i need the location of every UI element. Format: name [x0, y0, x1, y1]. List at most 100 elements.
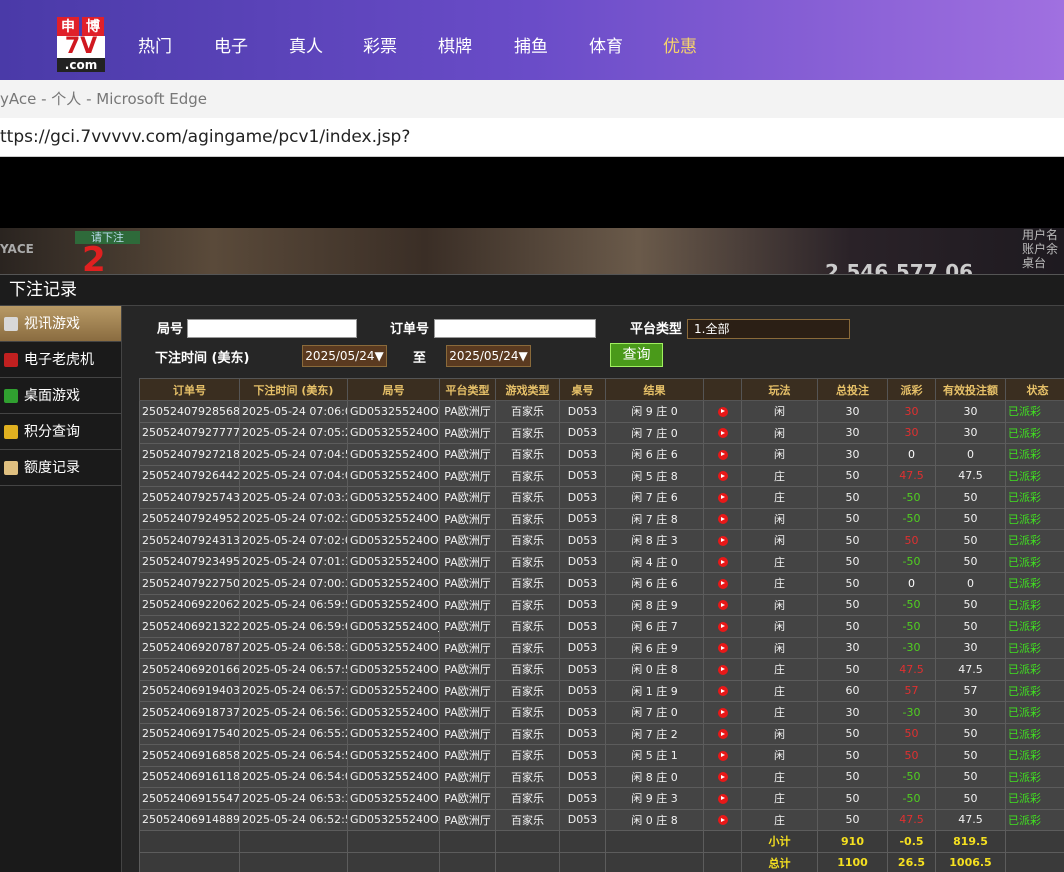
- replay-icon[interactable]: [717, 707, 728, 718]
- replay-cell: [703, 486, 742, 509]
- replay-icon[interactable]: [717, 772, 728, 783]
- replay-icon[interactable]: [717, 406, 728, 417]
- time-label: 下注时间 (美东): [155, 351, 250, 366]
- cell: [495, 830, 560, 853]
- cell: 百家乐: [495, 550, 560, 573]
- nav-item[interactable]: 优惠: [663, 37, 697, 57]
- replay-icon[interactable]: [717, 686, 728, 697]
- total-valid: 1006.5: [935, 851, 1006, 872]
- cell: 250524069168586: [139, 744, 240, 767]
- replay-icon[interactable]: [717, 664, 728, 675]
- cell: 30: [817, 701, 888, 724]
- cell: 250524079277779: [139, 421, 240, 444]
- sidebar-icon: [4, 353, 18, 367]
- nav-item[interactable]: 捕鱼: [514, 37, 548, 57]
- cell: D053: [559, 701, 606, 724]
- cell: GD053255240OQ: [347, 464, 440, 487]
- cell: PA欧洲厅: [439, 572, 496, 595]
- cell: 庄: [741, 486, 818, 509]
- cell: 百家乐: [495, 400, 560, 423]
- nav-item[interactable]: 真人: [289, 37, 323, 57]
- cell: -50: [887, 615, 936, 638]
- replay-cell: [703, 808, 742, 831]
- query-button[interactable]: 查询: [610, 343, 663, 367]
- replay-icon[interactable]: [717, 643, 728, 654]
- cell: [347, 851, 440, 872]
- cell: PA欧洲厅: [439, 529, 496, 552]
- cell: 庄: [741, 464, 818, 487]
- record-row: 250524069175409 2025-05-24 06:55:28 GD0532…: [139, 722, 1064, 745]
- cell: 已派彩: [1005, 507, 1064, 530]
- cell: 50: [817, 744, 888, 767]
- logo-mark: 7V: [57, 36, 105, 58]
- sidebar-item[interactable]: 额度记录: [0, 450, 121, 486]
- cell: 百家乐: [495, 572, 560, 595]
- replay-icon[interactable]: [717, 449, 728, 460]
- cell: D053: [559, 636, 606, 659]
- cell: 250524069213226: [139, 615, 240, 638]
- column-header: [703, 378, 742, 401]
- cell: GD053255240OA: [347, 808, 440, 831]
- cell: PA欧洲厅: [439, 701, 496, 724]
- replay-cell: [703, 550, 742, 573]
- cell: 2025-05-24 06:54:09: [239, 765, 348, 788]
- replay-icon[interactable]: [717, 578, 728, 589]
- cell: 庄: [741, 701, 818, 724]
- cell: 250524069175409: [139, 722, 240, 745]
- replay-icon[interactable]: [717, 729, 728, 740]
- order-label: 订单号: [390, 322, 430, 337]
- replay-cell: [703, 701, 742, 724]
- cell: D053: [559, 529, 606, 552]
- date-to[interactable]: 2025/05/24▼: [446, 345, 531, 367]
- cell: 百家乐: [495, 808, 560, 831]
- nav-item[interactable]: 彩票: [363, 37, 397, 57]
- cell: [1005, 830, 1064, 853]
- round-input[interactable]: [187, 319, 357, 338]
- replay-icon[interactable]: [717, 750, 728, 761]
- sidebar-item[interactable]: 电子老虎机: [0, 342, 121, 378]
- replay-icon[interactable]: [717, 815, 728, 826]
- replay-icon[interactable]: [717, 492, 728, 503]
- cell: GD053255240OF: [347, 701, 440, 724]
- record-row: 250524079257437 2025-05-24 07:03:25 GD0532…: [139, 486, 1064, 509]
- record-row: 250524069220622 2025-05-24 06:59:52 GD0532…: [139, 593, 1064, 616]
- cell: 60: [817, 679, 888, 702]
- cell: 庄: [741, 808, 818, 831]
- column-header: 下注时间 (美东): [239, 378, 348, 401]
- cell: GD053255240OI: [347, 636, 440, 659]
- column-header: 有效投注额: [935, 378, 1006, 401]
- replay-icon[interactable]: [717, 557, 728, 568]
- date-from[interactable]: 2025/05/24▼: [302, 345, 387, 367]
- video-area: [0, 157, 1064, 228]
- cell: GD053255240OM: [347, 550, 440, 573]
- order-input[interactable]: [434, 319, 596, 338]
- cell: 50: [817, 529, 888, 552]
- replay-icon[interactable]: [717, 471, 728, 482]
- replay-icon[interactable]: [717, 514, 728, 525]
- cell: 2025-05-24 06:56:31: [239, 701, 348, 724]
- cell: GD053255240OK: [347, 593, 440, 616]
- sidebar-icon: [4, 425, 18, 439]
- platform-select[interactable]: 1.全部: [687, 319, 850, 339]
- cell: 闲 0 庄 8: [605, 658, 704, 681]
- sidebar-item[interactable]: 积分查询: [0, 414, 121, 450]
- replay-icon[interactable]: [717, 621, 728, 632]
- replay-icon[interactable]: [717, 793, 728, 804]
- sidebar-item[interactable]: 视讯游戏: [0, 306, 121, 342]
- nav-item[interactable]: 体育: [589, 37, 623, 57]
- nav-item[interactable]: 热门: [138, 37, 172, 57]
- replay-icon[interactable]: [717, 600, 728, 611]
- replay-icon[interactable]: [717, 535, 728, 546]
- replay-cell: [703, 400, 742, 423]
- cell: 闲 4 庄 0: [605, 550, 704, 573]
- cell: 庄: [741, 679, 818, 702]
- nav-item[interactable]: 电子: [214, 37, 248, 57]
- sidebar-item[interactable]: 桌面游戏: [0, 378, 121, 414]
- cell: 50: [935, 486, 1006, 509]
- nav-item[interactable]: 棋牌: [438, 37, 472, 57]
- replay-icon[interactable]: [717, 428, 728, 439]
- cell: 250524079257437: [139, 486, 240, 509]
- cell: 百家乐: [495, 679, 560, 702]
- address-bar[interactable]: ttps://gci.7vvvvv.com/agingame/pcv1/inde…: [0, 118, 1064, 157]
- cell: 250524069201660: [139, 658, 240, 681]
